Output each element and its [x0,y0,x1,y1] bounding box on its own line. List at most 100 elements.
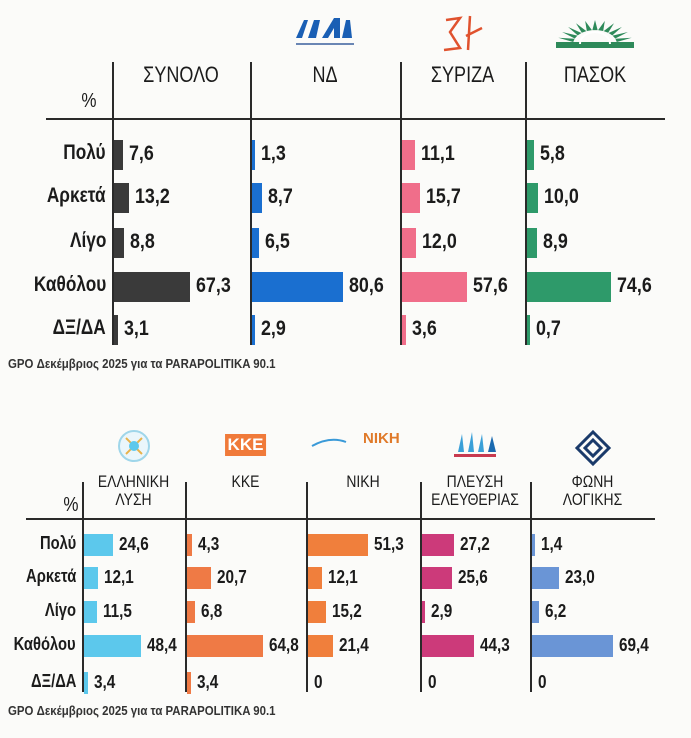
elliniki-lysi-logo [82,428,185,468]
bar [532,534,535,556]
bar [422,567,452,589]
kke-logo: ΚΚΕ [185,428,306,468]
column-divider [530,482,532,692]
column-divider [185,482,187,692]
syriza-logo [400,14,525,54]
row-label: Λίγο [44,600,76,621]
plefsi-logo [420,428,530,468]
column-divider [420,482,422,692]
column-header: ΝΙΚΗ [346,472,380,491]
value-label: 23,0 [564,566,595,587]
bar [308,567,323,589]
niki-logo-text: ΝΙΚΗ [363,430,400,447]
bar [422,601,426,623]
value-label: 48,4 [146,634,177,655]
bar [114,272,191,302]
value-label: 51,3 [374,533,404,554]
value-label: 1,4 [541,533,563,554]
bar [187,672,191,694]
row-label: ΔΞ/ΔΑ [52,316,106,340]
unit-label: % [63,494,79,516]
bar [252,183,262,213]
bar [308,635,334,657]
bar [527,140,534,170]
source-note: GPO Δεκέμβριος 2025 για τα PARAPOLITIKA … [8,356,276,371]
column-header: ΦΩΝΗ ΛΟΓΙΚΗΣ [562,472,623,509]
value-label: 74,6 [617,273,653,297]
column-divider [112,62,114,345]
value-label: 1,3 [261,141,286,165]
value-label: 8,9 [543,229,568,253]
value-label: 0 [538,671,547,692]
niki-logo: ΝΙΚΗ [306,428,420,468]
column-header: ΝΔ [312,62,338,87]
value-label: 67,3 [196,273,231,297]
column-divider [82,482,84,692]
bar [84,635,141,657]
bar [527,272,612,302]
nd-logo [250,14,400,54]
bar [187,601,195,623]
value-label: 7,6 [128,141,154,165]
value-label: 6,5 [265,229,291,253]
row-label: Λίγο [69,229,106,253]
value-label: 3,1 [123,316,149,340]
header-divider [46,118,665,120]
column-divider [400,62,402,345]
value-label: 15,2 [331,600,362,621]
value-label: 0 [428,671,437,692]
bar [532,601,540,623]
row-label: Καθόλου [13,634,76,655]
value-label: 8,7 [267,184,293,208]
bar [187,635,263,657]
value-label: 57,6 [473,273,508,297]
row-label: Αρκετά [47,184,106,208]
foni-logikis-logo [530,428,655,468]
column-header: ΚΚΕ [231,472,260,491]
value-label: 4,3 [198,533,220,554]
bar [187,534,193,556]
value-label: 27,2 [459,533,490,554]
bar [114,140,123,170]
value-label: 0 [314,671,323,692]
value-label: 24,6 [118,533,149,554]
value-label: 3,4 [196,671,219,692]
bar [84,601,98,623]
row-label: ΔΞ/ΔΑ [30,671,76,692]
value-label: 12,0 [421,229,457,253]
column-header: ΣΥΝΟΛΟ [143,62,219,87]
row-label: Καθόλου [33,273,106,297]
row-label: Πολύ [39,533,76,554]
value-label: 12,1 [104,566,134,587]
source-note: GPO Δεκέμβριος 2025 για τα PARAPOLITIKA … [8,703,276,718]
column-divider [525,62,527,345]
column-header: ΣΥΡΙΖΑ [430,62,495,87]
value-label: 5,8 [539,141,565,165]
bar [252,315,256,345]
column-header: ΠΑΣΟΚ [563,62,627,87]
value-label: 44,3 [479,634,510,655]
bar [114,228,124,258]
value-label: 6,2 [545,600,567,621]
bar [402,228,416,258]
header-divider [26,518,655,520]
value-label: 15,7 [425,184,461,208]
bar [527,315,530,345]
value-label: 6,8 [200,600,223,621]
bar [84,534,113,556]
bar [84,672,88,694]
value-label: 20,7 [217,566,248,587]
bar [252,272,344,302]
column-header: ΕΛΛΗΝΙΚΗ ΛΥΣΗ [97,472,170,509]
bar [252,140,255,170]
bar [402,183,420,213]
value-label: 10,0 [544,184,580,208]
bar [114,315,118,345]
bar [308,601,326,623]
value-label: 25,6 [457,566,488,587]
value-label: 3,4 [93,671,116,692]
value-label: 12,1 [328,566,358,587]
bar [402,140,415,170]
bar [252,228,260,258]
